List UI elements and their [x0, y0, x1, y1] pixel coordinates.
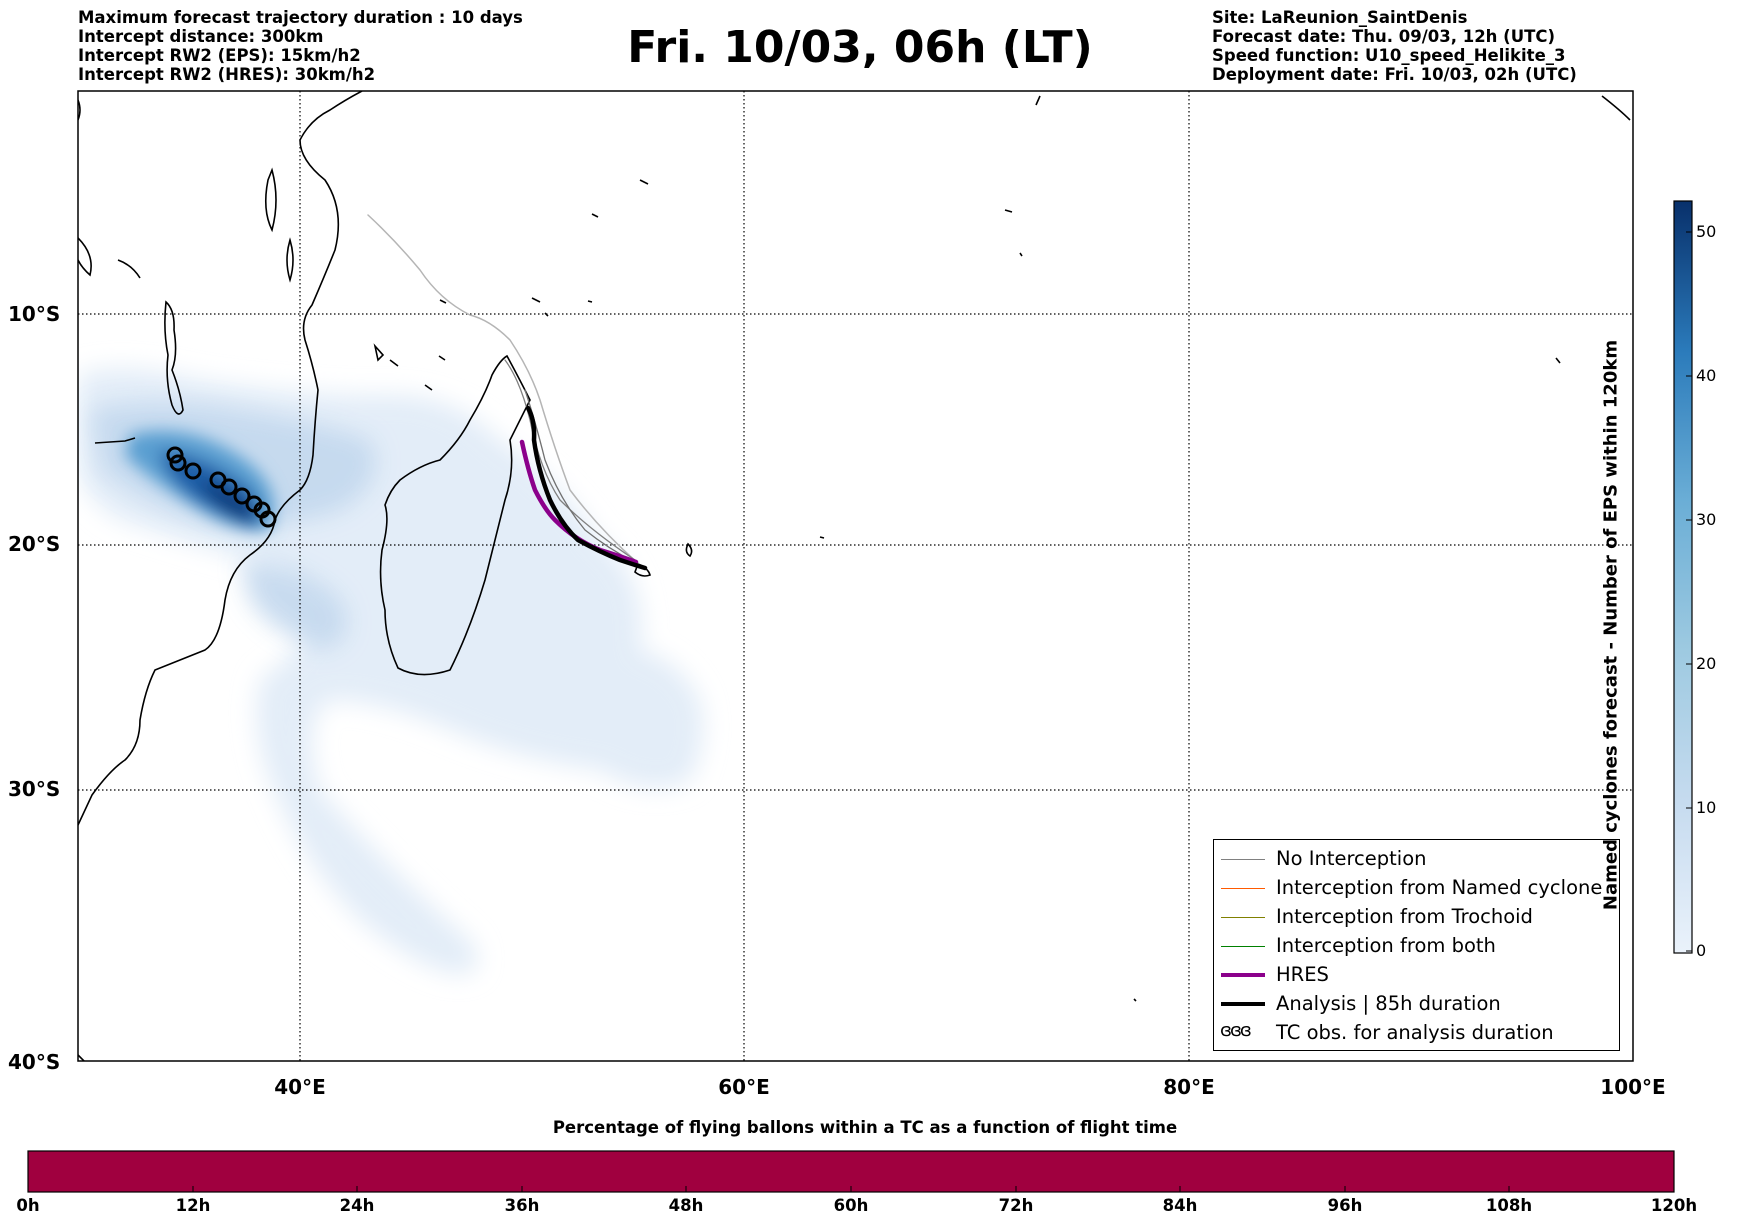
legend-swatch	[1221, 1002, 1265, 1006]
legend-item: Analysis | 85h duration	[1214, 991, 1619, 1020]
colorbar-tick: 40	[1696, 366, 1717, 385]
colorbar-tick: 10	[1696, 798, 1717, 817]
legend-item: ɞɞɞ TC obs. for analysis duration	[1214, 1020, 1619, 1049]
colorbar-tickmarks	[1686, 231, 1692, 952]
header-left-line-4: Intercept RW2 (HRES): 30km/h2	[78, 65, 376, 84]
legend-swatch	[1221, 946, 1265, 947]
colorbar-tick: 50	[1696, 222, 1717, 241]
header-right-line-2: Forecast date: Thu. 09/03, 12h (UTC)	[1212, 27, 1556, 46]
legend-label: Interception from Named cyclone	[1276, 876, 1603, 899]
probability-tick: 0h	[16, 1196, 40, 1215]
legend-label: Interception from both	[1276, 934, 1496, 957]
probability-tick: 24h	[339, 1196, 375, 1215]
lon-label-100e: 100°E	[1600, 1075, 1666, 1099]
tc-observations	[166, 446, 277, 528]
page-title: Fri. 10/03, 06h (LT)	[627, 22, 1093, 73]
probability-tick: 36h	[504, 1196, 540, 1215]
legend-swatch	[1221, 888, 1265, 889]
legend-swatch	[1221, 917, 1265, 918]
header-right-line-1: Site: LaReunion_SaintDenis	[1212, 8, 1468, 27]
lon-label-40e: 40°E	[274, 1075, 326, 1099]
map-frame	[77, 90, 1634, 1062]
legend-item: Interception from Trochoid	[1214, 904, 1619, 933]
trajectories	[367, 214, 648, 571]
probability-tick: 120h	[1650, 1196, 1698, 1215]
header-right-line-3: Speed function: U10_speed_Helikite_3	[1212, 46, 1566, 65]
gridlines	[78, 91, 1633, 1061]
probability-bar-tickmarks	[27, 1186, 1675, 1192]
legend-item: Interception from both	[1214, 933, 1619, 962]
map-legend: No Interception Interception from Named …	[1213, 839, 1620, 1051]
legend-label: TC obs. for analysis duration	[1276, 1021, 1554, 1044]
lat-label-30s: 30°S	[8, 777, 61, 801]
lon-label-80e: 80°E	[1163, 1075, 1215, 1099]
legend-item: No Interception	[1214, 846, 1619, 875]
tc-symbol-icon: ɞɞɞ	[1220, 1020, 1252, 1041]
legend-swatch	[1221, 973, 1265, 977]
no-interception-track-2	[504, 359, 636, 561]
probability-tick: 12h	[175, 1196, 211, 1215]
colorbar	[1673, 200, 1693, 954]
legend-label: HRES	[1276, 963, 1329, 986]
probability-bar	[27, 1150, 1675, 1193]
legend-label: Interception from Trochoid	[1276, 905, 1533, 928]
no-interception-track	[367, 214, 641, 566]
probability-tick: 96h	[1327, 1196, 1363, 1215]
legend-item: Interception from Named cyclone	[1214, 875, 1619, 904]
probability-tick: 60h	[833, 1196, 869, 1215]
legend-item: HRES	[1214, 962, 1619, 991]
legend-label: Analysis | 85h duration	[1276, 992, 1501, 1015]
probability-tick: 72h	[998, 1196, 1034, 1215]
colorbar-tick: 30	[1696, 510, 1717, 529]
lat-label-20s: 20°S	[8, 532, 61, 556]
header-left-line-3: Intercept RW2 (EPS): 15km/h2	[78, 46, 361, 65]
header-left-line-1: Maximum forecast trajectory duration : 1…	[78, 8, 523, 27]
probability-tick: 84h	[1162, 1196, 1198, 1215]
coastlines	[78, 91, 1631, 1061]
analysis-track	[525, 405, 648, 571]
colorbar-tick: 0	[1696, 941, 1707, 960]
probability-tick: 48h	[668, 1196, 704, 1215]
colorbar-tick: 20	[1696, 654, 1717, 673]
probability-tick: 108h	[1485, 1196, 1533, 1215]
legend-swatch	[1221, 859, 1265, 860]
legend-label: No Interception	[1276, 847, 1427, 870]
lon-label-60e: 60°E	[718, 1075, 770, 1099]
colorbar-title: Named cyclones forecast - Number of EPS …	[1600, 339, 1622, 911]
hres-track	[519, 439, 639, 565]
lat-label-40s: 40°S	[8, 1050, 61, 1074]
header-right-line-4: Deployment date: Fri. 10/03, 02h (UTC)	[1212, 65, 1577, 84]
probability-bar-title: Percentage of flying ballons within a TC…	[552, 1118, 1178, 1137]
lat-label-10s: 10°S	[8, 302, 61, 326]
header-left-line-2: Intercept distance: 300km	[78, 27, 324, 46]
